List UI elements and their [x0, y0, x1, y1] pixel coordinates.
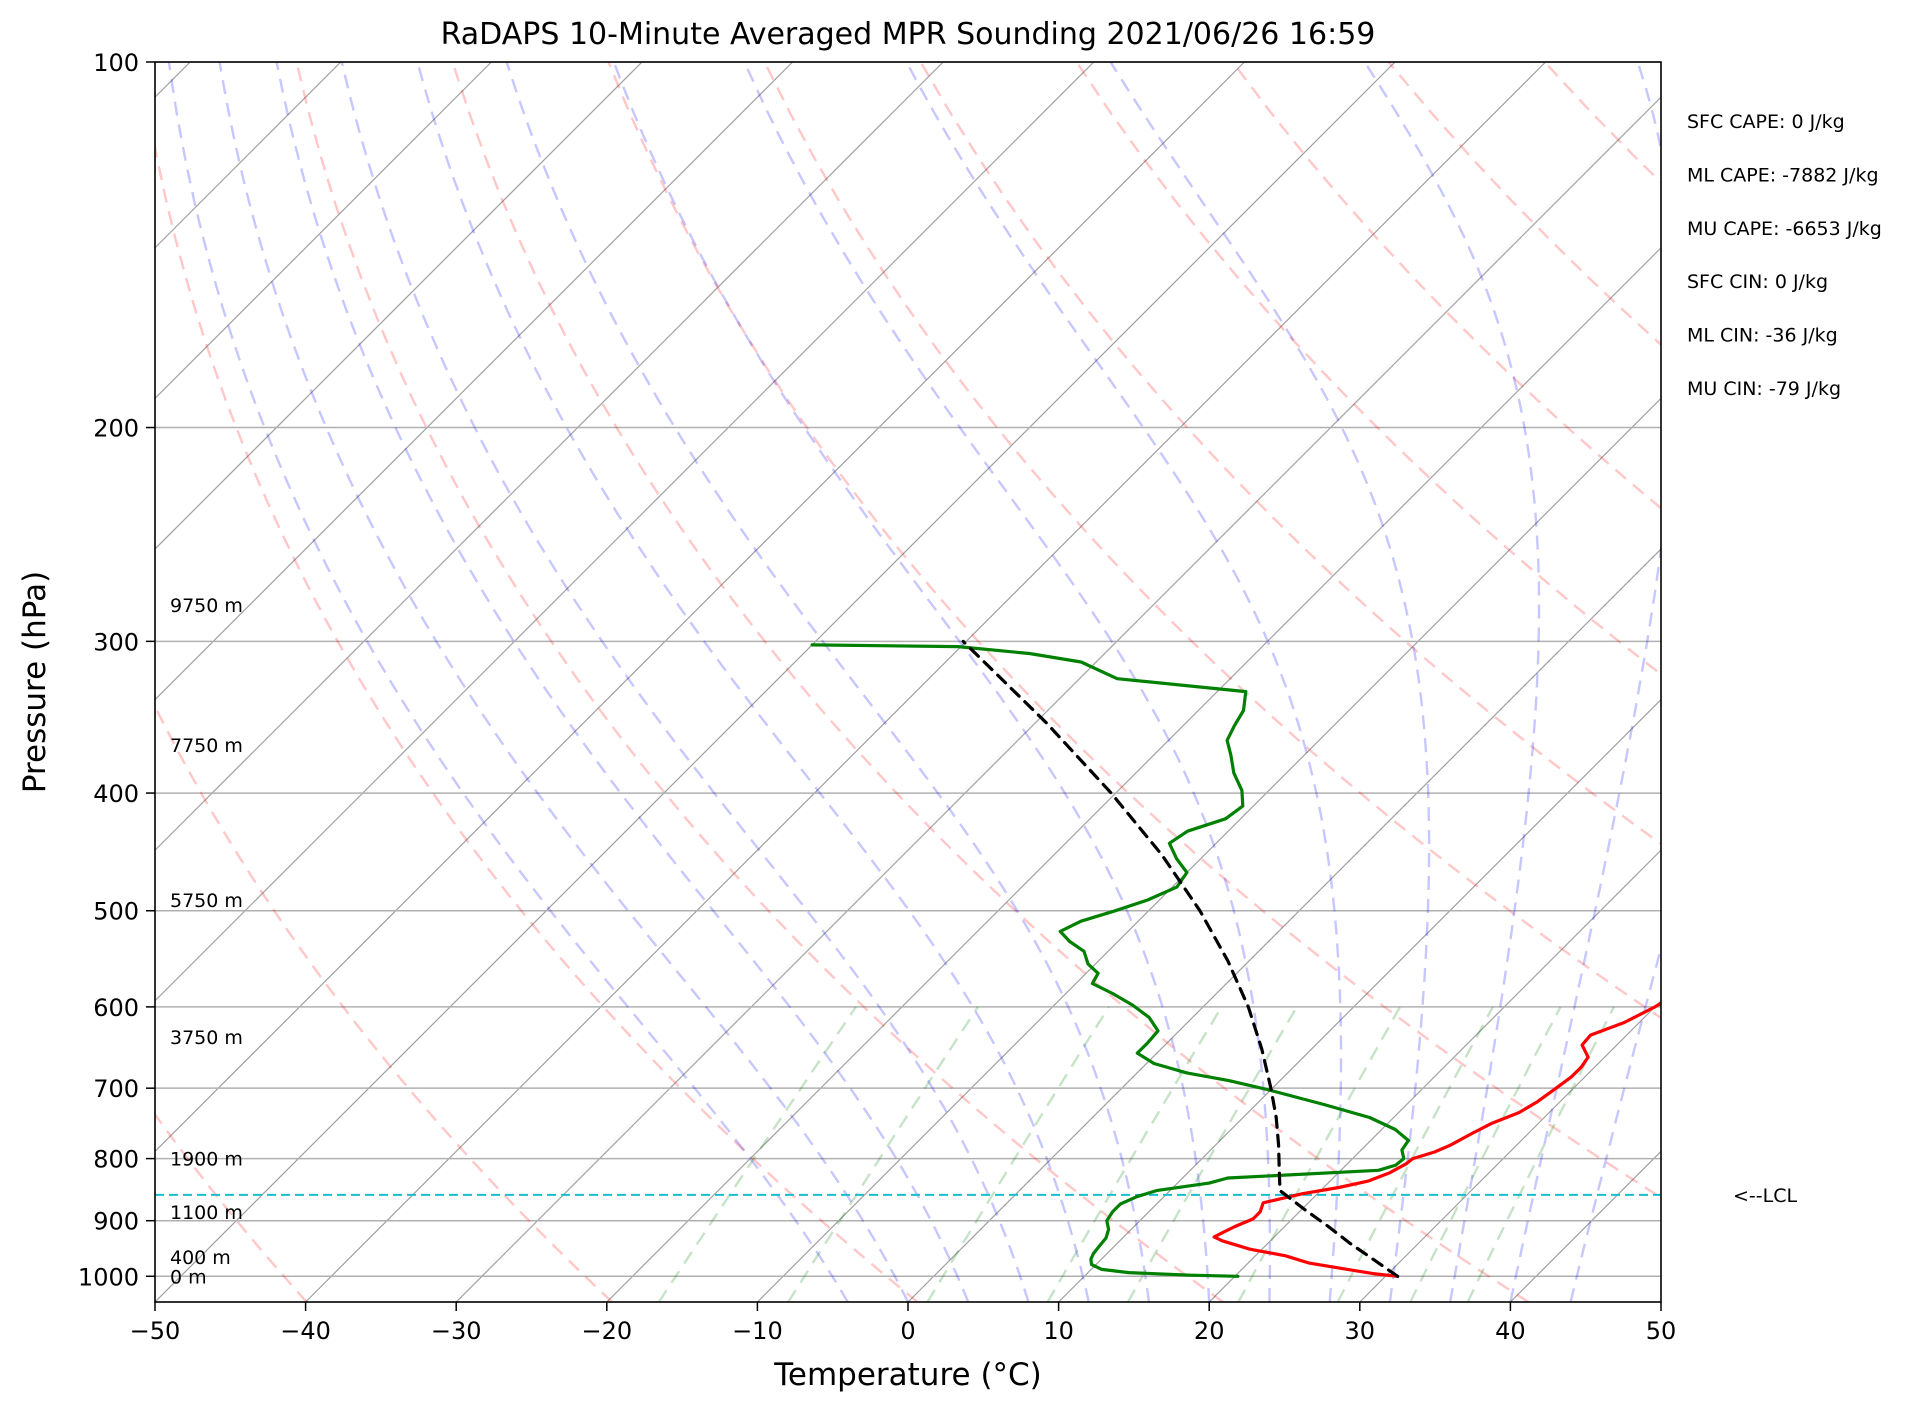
moist-adiabat-line: [743, 62, 1272, 1302]
isotherm-line: [155, 62, 1396, 1302]
y-axis-label: Pressure (hPa): [17, 571, 53, 793]
isotherm-line: [155, 62, 1095, 1002]
annotation-text: ML CAPE: -7882 J/kg: [1687, 164, 1879, 186]
moist-adiabat-line: [340, 62, 1030, 1302]
y-tick-label: 600: [93, 994, 139, 1022]
mixing-ratio-line: [787, 1006, 979, 1302]
isotherm-line: [155, 62, 643, 550]
isotherm-line: [907, 548, 1661, 1302]
sounding-series: [810, 639, 1661, 1278]
isotherm-line: [1208, 849, 1661, 1302]
height-label: 1100 m: [170, 1202, 243, 1224]
height-label: 5750 m: [170, 890, 243, 912]
height-label: 7750 m: [170, 735, 243, 757]
x-tick-label: 40: [1495, 1317, 1526, 1345]
temperature-profile-line: [1212, 1001, 1661, 1278]
mixing-ratio-line: [1409, 1006, 1562, 1302]
moist-adiabat-line: [275, 62, 970, 1302]
x-tick-label: 0: [900, 1317, 915, 1345]
height-label: 9750 m: [170, 595, 243, 617]
dry-adiabat-line: [1075, 62, 1661, 676]
annotation-text: MU CAPE: -6653 J/kg: [1687, 218, 1882, 240]
dry-adiabat-line: [155, 140, 919, 1302]
mixing-ratio-line: [1046, 1006, 1223, 1302]
annotation-text: MU CIN: -79 J/kg: [1687, 378, 1841, 400]
y-axis-ticks: 100 200 300 400 500 600 700 800 900 1000: [78, 49, 155, 1291]
height-labels: 9750 m 7750 m 5750 m 3750 m 1900 m 1100 m 400 …: [170, 595, 243, 1288]
moist-adiabat-line: [218, 62, 910, 1302]
annotation-text: SFC CAPE: 0 J/kg: [1687, 111, 1845, 133]
isotherm-line: [606, 246, 1661, 1302]
x-tick-label: 30: [1345, 1317, 1376, 1345]
mixing-ratio-line: [926, 1006, 1110, 1302]
y-tick-label: 100: [93, 49, 139, 77]
isotherm-line: [1359, 999, 1661, 1302]
moist-adiabat-line: [1569, 943, 1661, 1302]
x-tick-label: 10: [1043, 1317, 1074, 1345]
isotherm-line: [155, 62, 944, 852]
height-label: 0 m: [170, 1266, 207, 1288]
height-label: 1900 m: [170, 1149, 243, 1171]
height-label: 3750 m: [170, 1027, 243, 1049]
mixing-ratio-line: [1336, 1006, 1494, 1302]
isotherm-line: [455, 96, 1661, 1302]
x-axis-ticks: −50 −40 −30 −20 −10 0 10 20 30 40 50: [130, 1302, 1677, 1345]
moist-adiabat-lines: [167, 62, 1661, 1302]
y-tick-label: 400: [93, 780, 139, 808]
isotherm-lines: [155, 62, 1661, 1302]
isotherm-line: [155, 62, 1245, 1153]
x-tick-label: 20: [1194, 1317, 1225, 1345]
moist-adiabat-line: [612, 62, 1211, 1302]
moist-adiabat-line: [1509, 62, 1661, 1302]
cape-cin-annotations: SFC CAPE: 0 J/kg ML CAPE: -7882 J/kg MU CA…: [1687, 111, 1882, 400]
moist-adiabat-line: [505, 62, 1151, 1302]
dry-adiabat-line: [155, 703, 614, 1302]
isotherm-line: [305, 62, 1547, 1302]
isotherm-line: [756, 397, 1661, 1302]
isotherm-line: [155, 62, 492, 400]
annotation-text: ML CIN: -36 J/kg: [1687, 325, 1838, 347]
moist-adiabat-line: [167, 62, 849, 1302]
x-tick-label: 50: [1646, 1317, 1677, 1345]
y-tick-label: 500: [93, 898, 139, 926]
moist-adiabat-line: [1363, 62, 1541, 1302]
parcel-profile-line: [961, 639, 1400, 1278]
lcl-label: <--LCL: [1733, 1185, 1797, 1207]
x-axis-label: Temperature (°C): [773, 1357, 1042, 1393]
isotherm-line: [1058, 698, 1661, 1302]
dry-adiabat-line: [295, 62, 1224, 1302]
mixing-ratio-line: [657, 1006, 857, 1302]
x-tick-label: −20: [581, 1317, 632, 1345]
y-tick-label: 200: [93, 415, 139, 443]
x-tick-label: −40: [280, 1317, 331, 1345]
y-tick-label: 1000: [78, 1263, 139, 1291]
y-tick-label: 800: [93, 1146, 139, 1174]
dewpoint-profile-line: [810, 643, 1410, 1278]
x-tick-label: −30: [431, 1317, 482, 1345]
pressure-grid-lines: [155, 62, 1661, 1278]
y-tick-label: 900: [93, 1208, 139, 1236]
moist-adiabat-line: [1109, 62, 1431, 1302]
height-label: 400 m: [170, 1247, 231, 1269]
x-tick-label: −10: [732, 1317, 783, 1345]
dry-adiabat-line: [763, 62, 1661, 1020]
mixing-ratio-lines: [657, 1006, 1616, 1302]
chart-title: RaDAPS 10-Minute Averaged MPR Sounding 2…: [441, 17, 1376, 52]
isotherm-line: [155, 62, 794, 701]
mixing-ratio-line: [1466, 1006, 1616, 1302]
dry-adiabat-line: [607, 62, 1661, 1199]
y-tick-label: 700: [93, 1075, 139, 1103]
mixing-ratio-line: [1126, 1006, 1298, 1302]
x-tick-label: −50: [130, 1317, 181, 1345]
plot-area: [155, 62, 1661, 1302]
y-tick-label: 300: [93, 628, 139, 656]
annotation-text: SFC CIN: 0 J/kg: [1687, 271, 1828, 293]
